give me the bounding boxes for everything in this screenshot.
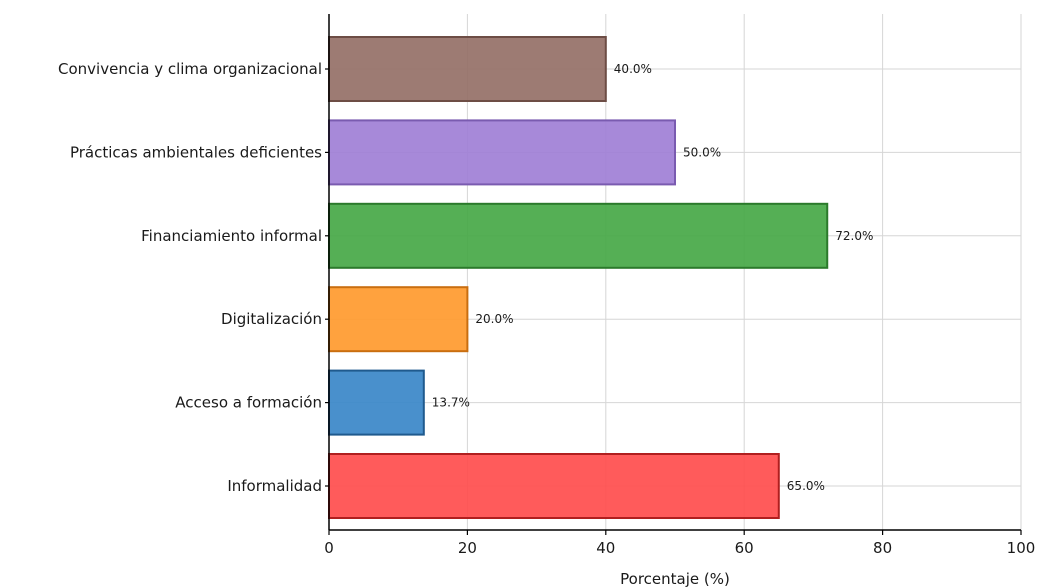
bar bbox=[328, 119, 676, 186]
bar bbox=[328, 202, 829, 269]
x-tick-label: 40 bbox=[596, 539, 615, 557]
bar-value-label: 72.0% bbox=[835, 229, 873, 243]
bar-value-label: 65.0% bbox=[787, 479, 825, 493]
bar-value-label: 50.0% bbox=[683, 145, 721, 159]
x-tick-label: 60 bbox=[735, 539, 754, 557]
axes bbox=[325, 14, 1022, 535]
bar bbox=[328, 286, 469, 353]
x-tick-label: 20 bbox=[458, 539, 477, 557]
x-tick-label: 100 bbox=[1007, 539, 1036, 557]
y-tick-label: Convivencia y clima organizacional bbox=[58, 60, 322, 78]
bar-value-label: 20.0% bbox=[475, 312, 513, 326]
bar-value-label: 13.7% bbox=[432, 396, 470, 410]
labels: 65.0% Informalidad 13.7% Acceso a formación… bbox=[58, 60, 1035, 557]
bars bbox=[328, 36, 829, 519]
x-tick-label: 80 bbox=[873, 539, 892, 557]
x-axis-title: Porcentaje (%) bbox=[620, 570, 730, 588]
y-tick-label: Informalidad bbox=[227, 477, 322, 495]
y-tick-label: Acceso a formación bbox=[175, 394, 322, 412]
y-tick-label: Digitalización bbox=[221, 310, 322, 328]
bar bbox=[328, 453, 780, 519]
x-tick-label: 0 bbox=[324, 539, 334, 557]
bar bbox=[328, 369, 425, 436]
y-tick-label: Financiamiento informal bbox=[141, 227, 322, 245]
bar bbox=[328, 36, 607, 102]
bar-value-label: 40.0% bbox=[614, 62, 652, 76]
y-tick-label: Prácticas ambientales deficientes bbox=[70, 143, 322, 161]
